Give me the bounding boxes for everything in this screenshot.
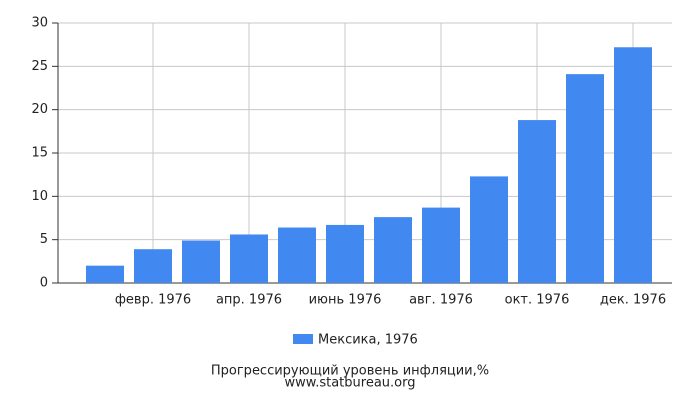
y-tick-label: 0	[40, 276, 48, 291]
x-tick-label: апр. 1976	[216, 293, 282, 308]
legend-label: Мексика, 1976	[318, 333, 418, 348]
y-tick-label: 5	[40, 232, 48, 247]
bar	[326, 224, 364, 283]
y-tick-label: 20	[31, 102, 48, 117]
bar	[614, 47, 652, 284]
bar	[182, 240, 220, 283]
y-tick-label: 15	[31, 146, 48, 161]
bar	[374, 217, 412, 283]
bar	[518, 120, 556, 283]
source: www.statbureau.org	[285, 376, 416, 391]
bar	[278, 227, 316, 283]
x-tick-label: дек. 1976	[600, 293, 666, 308]
chart-title: Прогрессирующий уровень инфляции,%	[211, 364, 489, 379]
y-tick-label: 25	[31, 59, 48, 74]
bar	[230, 234, 268, 283]
x-tick-label: июнь 1976	[309, 293, 382, 308]
x-tick-label: февр. 1976	[115, 293, 191, 308]
y-tick-label: 30	[31, 16, 48, 31]
bar	[470, 176, 508, 283]
x-tick-label: окт. 1976	[505, 293, 570, 308]
y-tick-label: 10	[31, 189, 48, 204]
x-tick-label: авг. 1976	[409, 293, 473, 308]
bar	[566, 74, 604, 283]
bar	[422, 207, 460, 283]
legend-swatch	[293, 334, 313, 344]
bar	[134, 249, 172, 283]
bar	[86, 265, 124, 283]
